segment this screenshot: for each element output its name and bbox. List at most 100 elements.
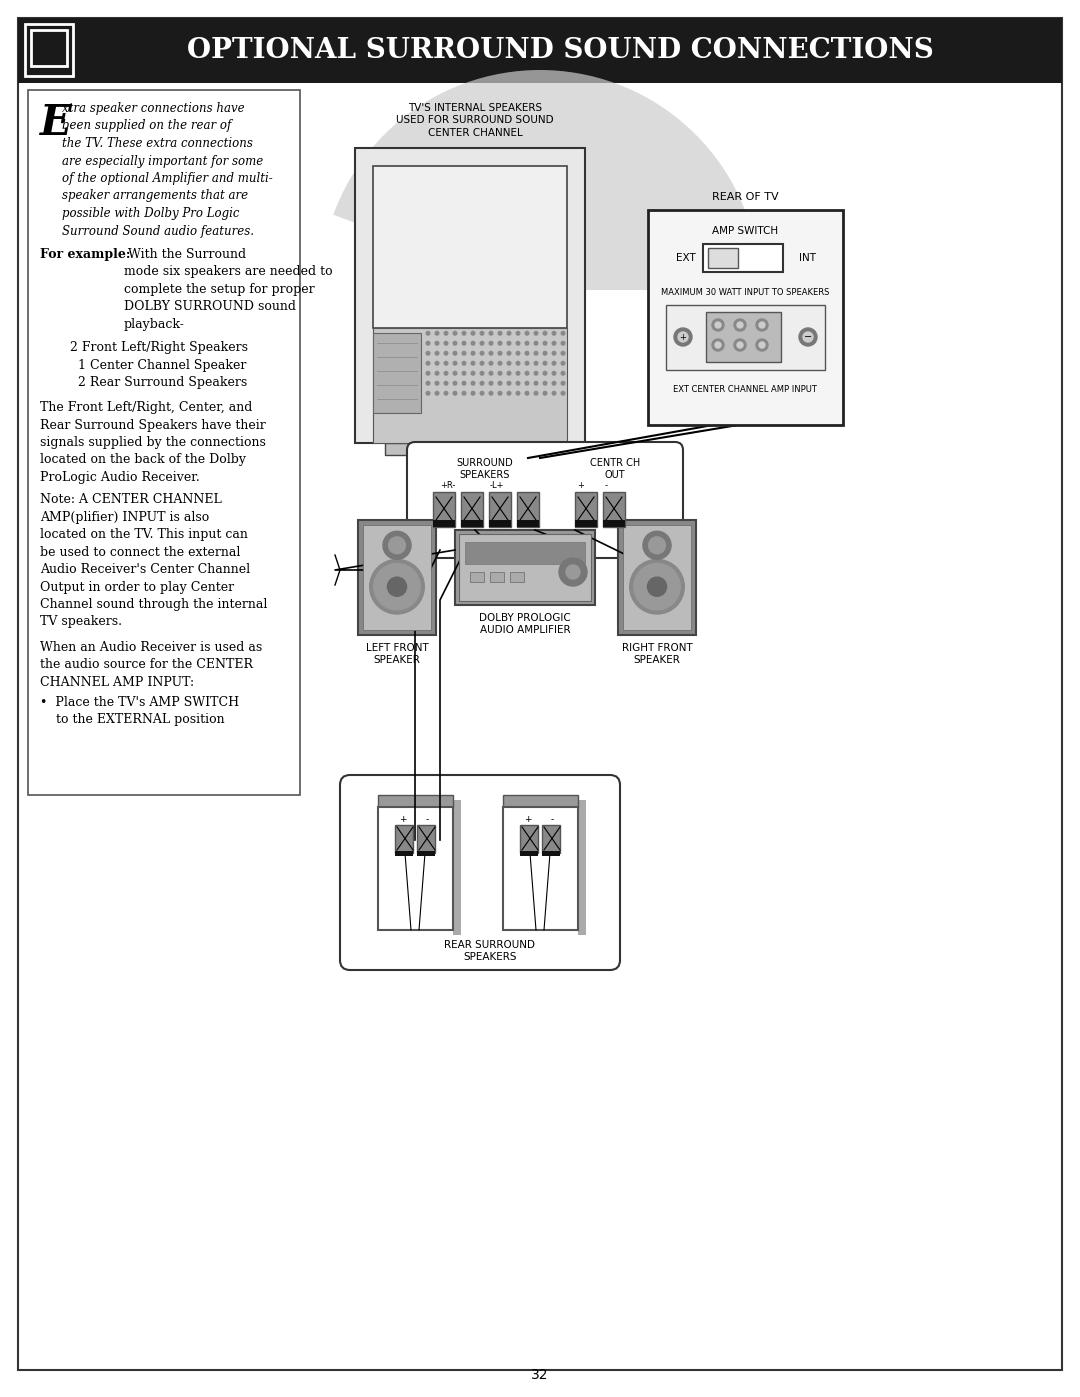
- Circle shape: [525, 372, 529, 374]
- Circle shape: [471, 362, 475, 365]
- Circle shape: [516, 372, 519, 374]
- Circle shape: [552, 331, 556, 335]
- Text: AMP SWITCH: AMP SWITCH: [712, 226, 778, 236]
- Circle shape: [444, 362, 448, 365]
- Circle shape: [535, 341, 538, 345]
- Circle shape: [552, 391, 556, 395]
- Text: LEFT FRONT
SPEAKER: LEFT FRONT SPEAKER: [366, 643, 429, 665]
- Bar: [648, 210, 843, 425]
- Circle shape: [552, 362, 556, 365]
- Circle shape: [525, 331, 529, 335]
- Circle shape: [634, 563, 680, 610]
- Text: For example:: For example:: [40, 249, 131, 261]
- Circle shape: [454, 362, 457, 365]
- Circle shape: [552, 372, 556, 374]
- Circle shape: [525, 352, 529, 355]
- Circle shape: [435, 341, 438, 345]
- Circle shape: [543, 331, 546, 335]
- Bar: [18, 18, 1062, 82]
- Text: With the Surround
mode six speakers are needed to
complete the setup for proper
: With the Surround mode six speakers are …: [124, 249, 333, 331]
- Circle shape: [804, 332, 813, 342]
- Circle shape: [756, 339, 768, 351]
- Circle shape: [525, 381, 529, 386]
- Circle shape: [759, 321, 765, 328]
- Circle shape: [525, 362, 529, 365]
- Bar: [503, 795, 578, 807]
- Circle shape: [481, 372, 484, 374]
- Bar: [373, 166, 567, 328]
- Circle shape: [712, 339, 724, 351]
- Circle shape: [630, 559, 685, 615]
- Circle shape: [369, 559, 424, 615]
- Circle shape: [756, 319, 768, 331]
- Circle shape: [462, 341, 465, 345]
- Text: -: -: [551, 814, 554, 824]
- Circle shape: [481, 331, 484, 335]
- Circle shape: [508, 331, 511, 335]
- Circle shape: [543, 362, 546, 365]
- Circle shape: [427, 352, 430, 355]
- Circle shape: [462, 352, 465, 355]
- Circle shape: [525, 341, 529, 345]
- Circle shape: [516, 381, 519, 386]
- Circle shape: [489, 352, 492, 355]
- Bar: [433, 492, 455, 527]
- Circle shape: [498, 372, 502, 374]
- Bar: [363, 525, 431, 630]
- Circle shape: [543, 341, 546, 345]
- Circle shape: [444, 381, 448, 386]
- Circle shape: [471, 341, 475, 345]
- Bar: [357, 520, 436, 636]
- Bar: [465, 542, 585, 564]
- Bar: [603, 520, 625, 527]
- Circle shape: [525, 391, 529, 395]
- Circle shape: [562, 352, 565, 355]
- Text: E: E: [40, 102, 71, 144]
- Text: When an Audio Receiver is used as
the audio source for the CENTER
CHANNEL AMP IN: When an Audio Receiver is used as the au…: [40, 641, 262, 689]
- Bar: [517, 492, 539, 527]
- Bar: [575, 520, 597, 527]
- Circle shape: [562, 331, 565, 335]
- Circle shape: [562, 391, 565, 395]
- Circle shape: [516, 341, 519, 345]
- Circle shape: [535, 352, 538, 355]
- Text: OPTIONAL SURROUND SOUND CONNECTIONS: OPTIONAL SURROUND SOUND CONNECTIONS: [187, 38, 933, 64]
- Circle shape: [734, 339, 746, 351]
- Circle shape: [435, 352, 438, 355]
- Circle shape: [508, 341, 511, 345]
- Bar: [489, 520, 511, 527]
- Circle shape: [734, 319, 746, 331]
- Circle shape: [489, 362, 492, 365]
- Circle shape: [444, 391, 448, 395]
- Bar: [28, 89, 300, 795]
- Text: +: +: [400, 814, 407, 824]
- Bar: [417, 851, 435, 856]
- Circle shape: [454, 331, 457, 335]
- Circle shape: [759, 342, 765, 348]
- Circle shape: [444, 341, 448, 345]
- Circle shape: [489, 391, 492, 395]
- Text: EXT CENTER CHANNEL AMP INPUT: EXT CENTER CHANNEL AMP INPUT: [673, 386, 816, 394]
- Circle shape: [454, 391, 457, 395]
- Circle shape: [374, 563, 420, 610]
- Circle shape: [543, 372, 546, 374]
- Circle shape: [516, 362, 519, 365]
- Bar: [666, 305, 825, 370]
- Circle shape: [471, 331, 475, 335]
- Bar: [623, 525, 691, 630]
- Bar: [31, 29, 67, 66]
- Text: CENTR CH
OUT: CENTR CH OUT: [590, 458, 640, 479]
- Bar: [510, 571, 524, 583]
- Circle shape: [389, 536, 405, 553]
- Text: REAR OF TV: REAR OF TV: [712, 191, 779, 203]
- Circle shape: [498, 352, 502, 355]
- Circle shape: [715, 342, 721, 348]
- Bar: [706, 312, 781, 362]
- Circle shape: [489, 372, 492, 374]
- Circle shape: [647, 577, 666, 597]
- Text: TV'S INTERNAL SPEAKERS
USED FOR SURROUND SOUND
CENTER CHANNEL: TV'S INTERNAL SPEAKERS USED FOR SURROUND…: [396, 103, 554, 138]
- Circle shape: [674, 328, 692, 346]
- Bar: [519, 826, 538, 854]
- Bar: [708, 249, 738, 268]
- Circle shape: [427, 362, 430, 365]
